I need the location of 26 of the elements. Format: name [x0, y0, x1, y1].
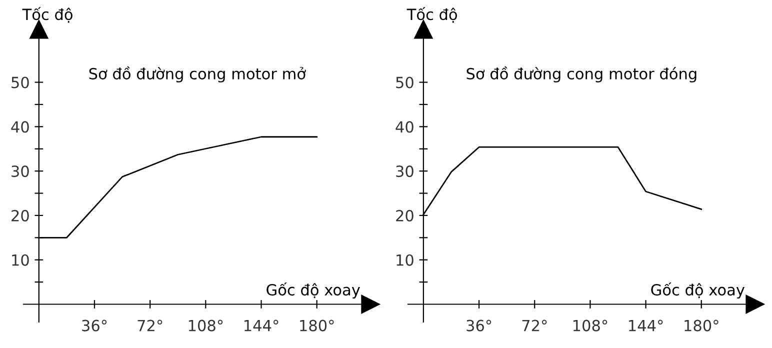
y-tick-label: 40	[11, 121, 29, 133]
y-tick-label: 40	[396, 121, 414, 133]
y-axis-title: Tốc độ	[406, 7, 457, 23]
y-tick-label: 30	[396, 166, 414, 178]
y-axis-title: Tốc độ	[22, 7, 72, 23]
x-tick-label: 108°	[188, 320, 223, 332]
y-tick-label: 10	[12, 254, 29, 266]
x-tick-label: 72°	[138, 320, 162, 332]
y-tick-label: 50	[12, 76, 29, 88]
x-axis-title: Gốc độ xoay	[651, 282, 745, 299]
x-tick-label: 36°	[466, 320, 492, 332]
x-tick-label: 108°	[573, 320, 608, 332]
y-tick-label: 30	[12, 166, 29, 178]
x-tick-label: 144°	[244, 320, 278, 332]
x-tick-label: 36°	[82, 320, 107, 332]
y-tick-label: 10	[396, 254, 414, 266]
x-axis-title: Gốc độ xoay	[266, 282, 360, 299]
y-tick-label: 20	[396, 210, 414, 222]
text: Sơ đồ đường cong motor đóng	[466, 66, 696, 82]
x-tick-label: 144°	[629, 320, 663, 332]
x-tick-label: 180°	[684, 320, 718, 332]
x-tick-label: 72°	[522, 320, 547, 332]
y-tick-label: 50	[396, 76, 414, 88]
x-tick-label: 180°	[300, 320, 334, 332]
text: Sơ đồ đường cong motor mở	[89, 66, 306, 82]
y-tick-label: 20	[12, 210, 29, 222]
